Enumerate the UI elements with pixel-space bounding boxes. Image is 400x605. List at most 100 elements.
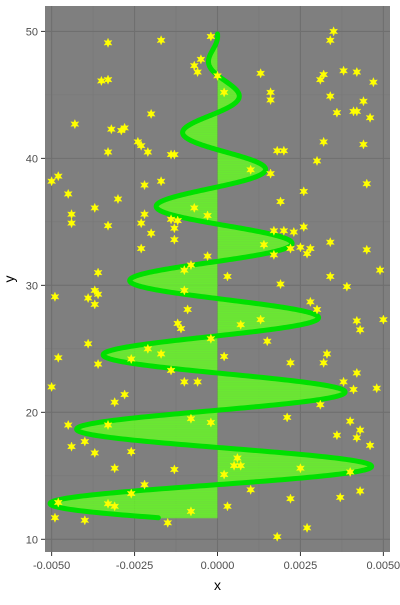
star-point <box>173 215 183 226</box>
star-point <box>120 122 130 134</box>
star-point <box>266 168 276 179</box>
star-point <box>325 35 335 46</box>
x-axis: -0.0050 -0.0025 0.0000 0.0025 0.0050 <box>33 552 400 572</box>
star-point <box>272 145 282 156</box>
star-point <box>276 196 285 207</box>
star-point <box>302 522 312 533</box>
star-point <box>166 365 176 376</box>
star-point <box>295 463 305 474</box>
star-point <box>232 452 242 464</box>
star-point <box>352 66 362 78</box>
star-point <box>196 54 206 65</box>
star-point <box>179 264 189 276</box>
star-point <box>169 464 179 475</box>
star-point <box>103 419 113 431</box>
star-point <box>113 193 123 205</box>
star-point <box>269 249 279 260</box>
star-point <box>359 139 368 150</box>
star-point <box>365 112 375 123</box>
star-point <box>246 164 256 175</box>
star-point <box>329 26 339 37</box>
star-point <box>325 237 335 248</box>
star-point <box>106 124 116 135</box>
star-point <box>156 348 166 360</box>
spiral-series <box>47 31 375 521</box>
star-point <box>136 218 146 229</box>
star-point <box>156 176 166 187</box>
star-point <box>352 106 362 117</box>
star-point <box>262 336 272 347</box>
star-point <box>93 358 103 370</box>
star-point <box>169 149 179 160</box>
star-point <box>362 244 372 255</box>
star-point <box>186 413 196 424</box>
star-point <box>110 501 120 512</box>
star-point <box>169 234 179 245</box>
star-point <box>299 221 309 233</box>
star-point <box>368 77 378 88</box>
star-point <box>206 333 216 344</box>
star-point <box>319 357 329 368</box>
star-point <box>339 376 348 387</box>
star-point <box>206 31 216 42</box>
star-point <box>146 108 156 120</box>
spiral-area <box>50 33 372 518</box>
star-point <box>156 35 166 46</box>
star-point <box>47 381 57 393</box>
star-point <box>83 292 93 304</box>
star-point <box>186 506 196 517</box>
star-point <box>305 243 315 254</box>
star-point <box>93 289 103 300</box>
star-point <box>305 296 315 307</box>
star-point <box>110 463 120 474</box>
star-point <box>50 512 60 523</box>
star-point <box>90 202 100 214</box>
star-point <box>103 498 113 509</box>
y-axis: 10 20 30 40 50 <box>26 26 45 546</box>
star-point <box>372 383 382 394</box>
star-point <box>83 338 93 349</box>
star-point <box>63 419 73 431</box>
star-point <box>362 178 372 189</box>
star-point <box>126 353 136 365</box>
star-point <box>140 479 149 490</box>
star-point <box>286 357 295 368</box>
star-point <box>246 484 256 495</box>
star-point <box>213 70 222 81</box>
star-point <box>189 202 199 214</box>
star-point <box>259 239 269 250</box>
star-point <box>103 146 113 158</box>
y-tick-label: 50 <box>26 26 38 38</box>
y-tick-label: 10 <box>26 534 38 546</box>
star-point <box>67 441 76 452</box>
star-point <box>146 228 156 239</box>
star-point <box>349 384 358 395</box>
star-point <box>140 179 149 191</box>
star-point <box>50 291 60 302</box>
star-point <box>176 323 186 334</box>
star-point <box>203 210 212 221</box>
star-point <box>110 397 120 408</box>
star-point <box>335 492 345 503</box>
star-point <box>47 176 57 187</box>
star-point <box>219 351 229 362</box>
star-point <box>272 531 282 542</box>
x-tick-label: -0.0025 <box>116 560 153 572</box>
star-point <box>133 136 143 148</box>
y-tick-label: 30 <box>26 280 38 292</box>
star-point <box>286 243 295 254</box>
star-point <box>266 87 276 98</box>
star-point <box>53 171 63 182</box>
star-point <box>67 218 76 229</box>
star-point <box>179 376 189 387</box>
star-point <box>103 37 113 48</box>
star-point <box>352 315 362 327</box>
spiral-line <box>47 31 375 521</box>
star-point <box>169 223 179 234</box>
star-point <box>126 446 136 457</box>
y-tick-label: 20 <box>26 407 38 419</box>
star-point <box>236 460 246 471</box>
star-point <box>256 68 266 79</box>
